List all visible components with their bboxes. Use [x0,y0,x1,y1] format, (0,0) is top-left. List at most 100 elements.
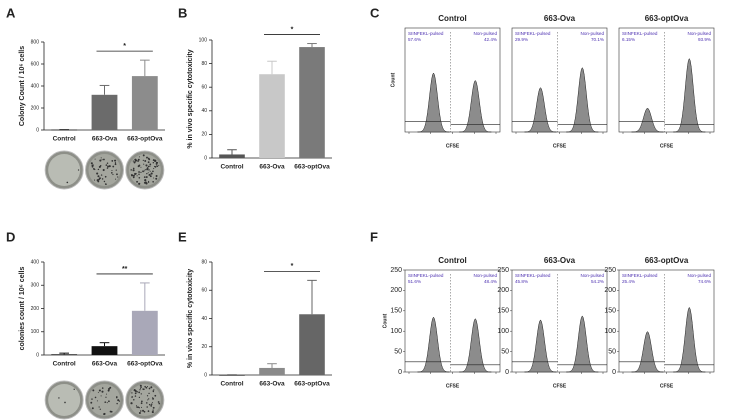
colony [77,169,80,171]
colony [92,164,94,166]
colony [117,399,120,402]
x-axis-label: CFSE [446,143,460,149]
plot-frame [404,27,501,133]
y-tick-label: 250 [390,267,402,274]
x-tick-label: Control [220,381,243,388]
colony [111,160,114,162]
colony [102,169,105,172]
colony [150,386,153,389]
y-tick-label: 20 [201,132,207,138]
y-tick-label: 200 [604,287,616,294]
colony [154,394,157,397]
colony [142,388,145,391]
colony [92,168,95,170]
gate-name: Non-pulsed [688,31,712,36]
gate-percent: 70.1% [591,37,604,42]
colony [132,176,135,179]
x-tick-label: 663-Ova [92,361,118,368]
colony [142,159,144,161]
colony [157,401,160,403]
y-tick-label: 60 [201,288,207,294]
gate-name: SIINFEKL-pulsed [515,31,551,36]
gate-name: SIINFEKL-pulsed [622,31,658,36]
colony [101,390,104,393]
colony [92,389,95,392]
colony [146,156,148,159]
gate-name: Non-pulsed [581,31,605,36]
colony [152,390,154,392]
panel-letter: F [370,229,378,244]
gate-percent: 48.4% [484,279,497,284]
colony [145,182,148,185]
colony [144,169,146,171]
colony [140,406,143,408]
y-tick-label: 100 [199,37,208,43]
colony [152,406,155,409]
gate-percent: 25.4% [622,279,635,284]
colony [138,156,140,158]
x-tick-label: Control [53,361,76,368]
colony [138,182,141,185]
colony-image [44,150,84,190]
significance-label: * [291,26,294,33]
histogram-peak [459,318,492,373]
histogram-peak [524,319,557,373]
colony [94,158,96,160]
plot-title: 663-Ova [544,14,576,23]
colony [104,175,107,178]
x-tick-label: 663-optOva [294,164,330,171]
colony [145,176,148,179]
y-axis-label: Count [390,72,396,87]
bar [259,74,285,158]
colony [131,392,133,394]
colony [148,169,150,171]
colony [149,165,151,167]
y-tick-label: 100 [390,328,402,335]
gate-percent: 93.9% [698,37,711,42]
y-tick-label: 100 [31,329,40,335]
colony [141,400,143,403]
colony [133,398,135,401]
colony [153,168,155,170]
colony [150,403,153,405]
colony [137,406,139,409]
colony [140,410,142,412]
y-tick-label: 250 [604,267,616,274]
colony [103,180,106,183]
colony [114,163,117,166]
histogram-peak [566,67,599,133]
colony [158,402,161,405]
colony [116,173,118,176]
plate-inner [88,384,121,416]
colony [151,410,154,414]
gate-name: Non-pulsed [581,273,605,278]
colony [112,165,115,168]
y-tick-label: 200 [31,306,40,312]
bar [219,154,245,158]
colony [98,406,100,408]
colony [132,174,135,177]
colony [130,174,133,176]
colony [98,177,101,180]
colony [58,397,60,399]
colony [138,396,141,399]
colony [100,395,102,397]
colony [64,401,66,404]
colony [138,407,140,409]
bar [259,367,285,375]
colony-image [125,380,165,420]
colony [140,166,142,168]
y-tick-label: 40 [201,108,207,114]
colony [135,405,138,407]
y-tick-label: 800 [31,39,40,45]
colony [99,408,101,410]
colony [93,179,96,181]
y-tick-label: 600 [31,61,40,67]
colony [144,385,146,388]
histogram-peak [566,315,599,373]
y-tick-label: 0 [398,369,402,376]
panel-letter: B [178,5,187,20]
colony [155,162,158,165]
colony [97,168,100,171]
